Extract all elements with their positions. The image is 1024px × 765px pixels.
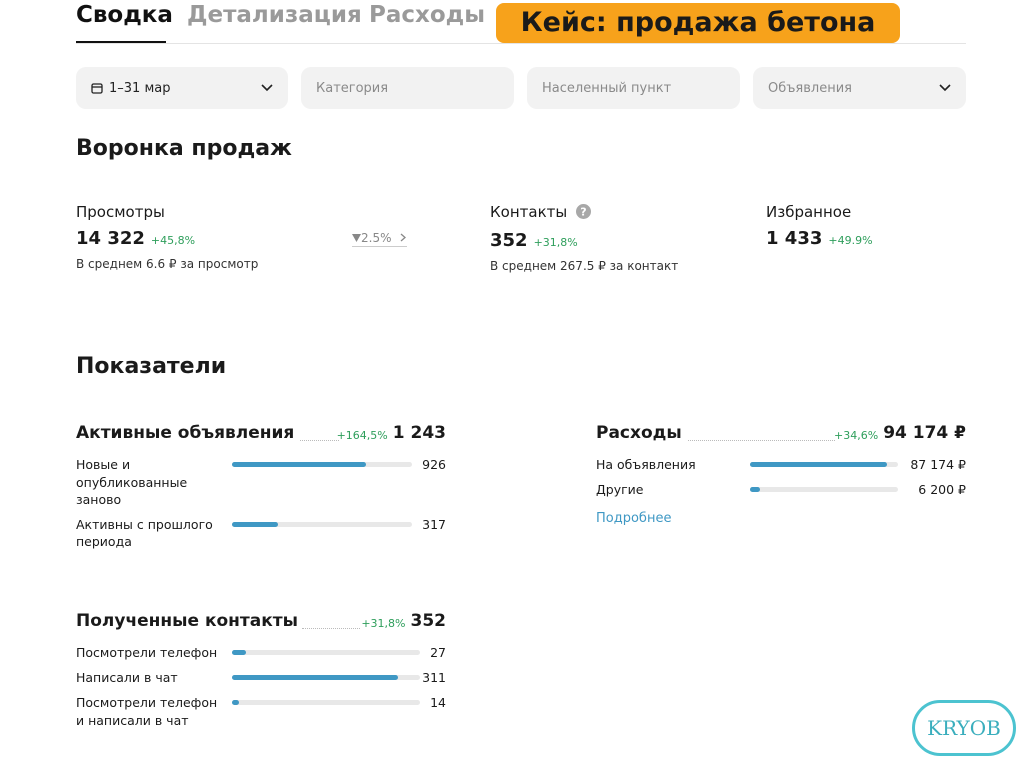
metric-row: Активны с прошлого периода 317: [76, 516, 446, 551]
chevron: [400, 233, 407, 242]
value: 352: [490, 230, 528, 251]
banner: Кейс: продажа бетона: [496, 3, 900, 43]
funnel-label: Просмотры: [76, 203, 165, 221]
bar-track: [232, 700, 420, 705]
bar-track: [232, 462, 412, 467]
bar: [232, 462, 367, 467]
row-label: Написали в чат: [76, 670, 178, 685]
filter-text: Населенный пункт: [542, 80, 672, 96]
row-value: 87 174 ₽: [910, 457, 966, 472]
tab[interactable]: Сводка: [76, 2, 173, 28]
svg-text:?: ?: [580, 206, 586, 219]
tab-underline: [76, 41, 166, 44]
bar-track: [232, 521, 412, 527]
funnel-value: 14 322 +45,8%: [76, 228, 195, 249]
tab[interactable]: Расходы: [369, 2, 486, 28]
value: 1 433: [766, 228, 823, 249]
date-filter[interactable]: 1–31 мар: [76, 67, 288, 109]
bar-track: [750, 487, 898, 492]
conversion-value: 2.5%: [361, 231, 392, 245]
metric-group: Полученные контакты 352 +31,8% Посмотрели т…: [76, 611, 446, 729]
section-title: Показатели: [76, 354, 227, 379]
chevron: [939, 84, 951, 92]
details-link[interactable]: Подробнее: [596, 511, 672, 526]
change: +45,8%: [150, 234, 196, 247]
funnel-note: В среднем 6.6 ₽ за просмотр: [76, 257, 259, 271]
group-header: Активные объявления 1 243 +164,5%: [76, 423, 446, 449]
row-label: Посмотрели телефон и написали в чат: [76, 695, 218, 728]
row-value: 6 200 ₽: [918, 482, 966, 497]
bar: [232, 521, 278, 527]
row-value: 14: [430, 695, 446, 710]
section-title: Воронка продаж: [76, 136, 292, 161]
city-filter[interactable]: Населенный пункт: [527, 67, 740, 109]
group-title: Активные объявления: [76, 423, 295, 443]
metric-row: На объявления 87 174 ₽: [596, 456, 966, 474]
row-label: Посмотрели телефон: [76, 645, 218, 660]
funnel-label: Избранное: [766, 203, 852, 221]
down-arrow: [352, 234, 361, 242]
group-title: Расходы: [596, 423, 682, 443]
row-value: 317: [422, 516, 446, 532]
group-total: 352: [410, 611, 447, 631]
bar: [750, 462, 887, 467]
bar-track: [750, 462, 898, 467]
bar-track: [232, 650, 420, 655]
group-header: Расходы 94 174 ₽ +34,6%: [596, 423, 966, 449]
row-label: Другие: [596, 482, 644, 497]
metric-row: Другие 6 200 ₽: [596, 481, 966, 499]
filter-text: Объявления: [768, 80, 852, 96]
metric-row: Посмотрели телефон и написали в чат 14: [76, 694, 446, 729]
change: +31,8%: [533, 236, 578, 249]
filter-text: 1–31 мар: [109, 80, 171, 96]
metric-group: Активные объявления 1 243 +164,5% Новые и о…: [76, 423, 446, 551]
label: Контакты: [490, 203, 568, 221]
row-label: Новые и опубликованные заново: [76, 457, 188, 507]
group-total: 94 174 ₽: [883, 423, 966, 443]
bar: [232, 650, 247, 655]
metric-row: Посмотрели телефон 27: [76, 644, 446, 662]
row-label: Активны с прошлого периода: [76, 516, 213, 550]
funnel-note: В среднем 267.5 ₽ за контакт: [490, 259, 679, 273]
bar-track: [232, 675, 420, 680]
tab[interactable]: Детализация: [187, 2, 362, 28]
group-change: +34,6%: [834, 429, 879, 442]
group-header: Полученные контакты 352 +31,8%: [76, 611, 446, 637]
metric-row: Написали в чат 311: [76, 669, 446, 687]
change: +49.9%: [828, 234, 873, 247]
divider: [76, 43, 966, 44]
row-label: На объявления: [596, 457, 696, 472]
watermark: KRYOB: [912, 700, 1016, 756]
row-value: 311: [422, 670, 446, 685]
value: 14 322: [76, 228, 145, 249]
metric-row: Новые и опубликованные заново 926: [76, 456, 446, 509]
bar: [232, 675, 399, 680]
group-total: 1 243: [392, 423, 446, 443]
calendar-icon: [91, 83, 103, 94]
dotted-leader: [300, 440, 339, 441]
row-value: 926: [422, 457, 446, 472]
funnel-label: Контакты ?: [490, 203, 591, 221]
chevron: [261, 84, 273, 92]
filter-text: Категория: [316, 80, 389, 96]
dotted-leader: [302, 628, 360, 629]
ads-filter[interactable]: Объявления: [753, 67, 966, 109]
metric-group: Расходы 94 174 ₽ +34,6% На объявления 87 174…: [596, 423, 966, 526]
group-change: +164,5%: [336, 429, 388, 442]
bar: [232, 700, 240, 705]
dotted-leader: [688, 440, 835, 441]
funnel-value: 1 433 +49.9%: [766, 228, 873, 249]
group-title: Полученные контакты: [76, 611, 299, 631]
bar: [750, 487, 760, 492]
help-icon[interactable]: ?: [576, 204, 591, 219]
category-filter[interactable]: Категория: [301, 67, 514, 109]
row-value: 27: [430, 645, 446, 660]
conversion[interactable]: 2.5%: [352, 231, 408, 247]
funnel-value: 352 +31,8%: [490, 230, 578, 251]
group-change: +31,8%: [361, 617, 406, 630]
